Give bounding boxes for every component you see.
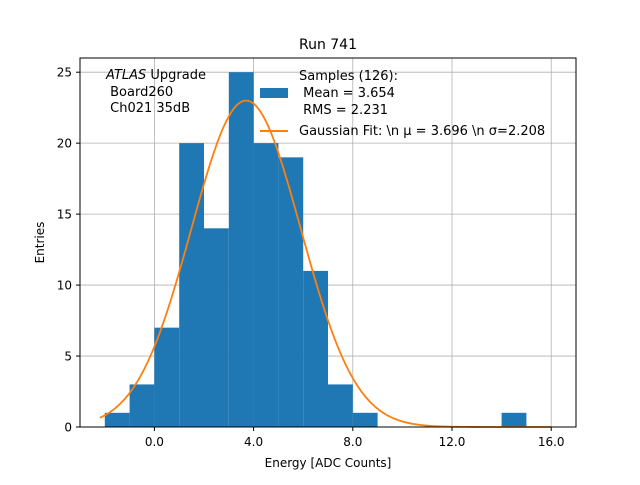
legend-swatch-histogram (260, 88, 288, 98)
annotation-upgrade: Upgrade (146, 68, 206, 83)
histogram-bar (104, 412, 130, 427)
histogram-bar (179, 143, 204, 427)
histogram-bar (278, 157, 304, 427)
legend-histogram-line-3: RMS = 2.231 (299, 103, 388, 118)
y-tick-label: 20 (57, 137, 72, 151)
legend-fit-label: Gaussian Fit: \n μ = 3.696 \n σ=2.208 (299, 124, 545, 139)
histogram-bar (204, 228, 229, 427)
x-tick-label: 0.0 (145, 435, 164, 449)
histogram-bar (352, 412, 378, 427)
legend-histogram-line-1: Samples (126): (299, 69, 398, 84)
y-axis-label: Entries (33, 222, 47, 264)
y-tick-label: 5 (64, 350, 72, 364)
x-axis-ticks: 0.0 4.0 8.0 12.0 16.0 (145, 427, 565, 449)
annotation-line-1: ATLAS Upgrade (105, 68, 206, 83)
legend-histogram-line-2: Mean = 3.654 (299, 86, 395, 101)
histogram-bar (253, 143, 279, 427)
annotation-line-2: Board260 (106, 85, 173, 100)
histogram-bar (228, 72, 254, 427)
y-tick-label: 0 (64, 421, 72, 435)
x-tick-label: 12.0 (439, 435, 466, 449)
y-tick-label: 15 (57, 208, 72, 222)
annotation-atlas: ATLAS (105, 68, 146, 83)
histogram-bars (104, 72, 527, 427)
histogram-bar (328, 384, 353, 427)
x-tick-label: 4.0 (244, 435, 263, 449)
y-axis-ticks: 0 5 10 15 20 25 (57, 66, 80, 435)
x-tick-label: 8.0 (343, 435, 362, 449)
x-tick-label: 16.0 (538, 435, 565, 449)
x-axis-label: Energy [ADC Counts] (265, 456, 392, 470)
plot-frame (79, 57, 577, 428)
atlas-annotation: ATLAS Upgrade Board260 Ch021 35dB (105, 68, 206, 116)
legend: Samples (126): Mean = 3.654 RMS = 2.231 … (260, 69, 545, 139)
annotation-line-3: Ch021 35dB (106, 101, 190, 116)
histogram-bar (303, 270, 328, 427)
histogram-bar (129, 384, 155, 427)
histogram-bar (501, 412, 527, 427)
y-tick-label: 10 (57, 279, 72, 293)
histogram-bar (154, 327, 180, 427)
chart-title: Run 741 (299, 37, 357, 53)
y-tick-label: 25 (57, 66, 72, 80)
